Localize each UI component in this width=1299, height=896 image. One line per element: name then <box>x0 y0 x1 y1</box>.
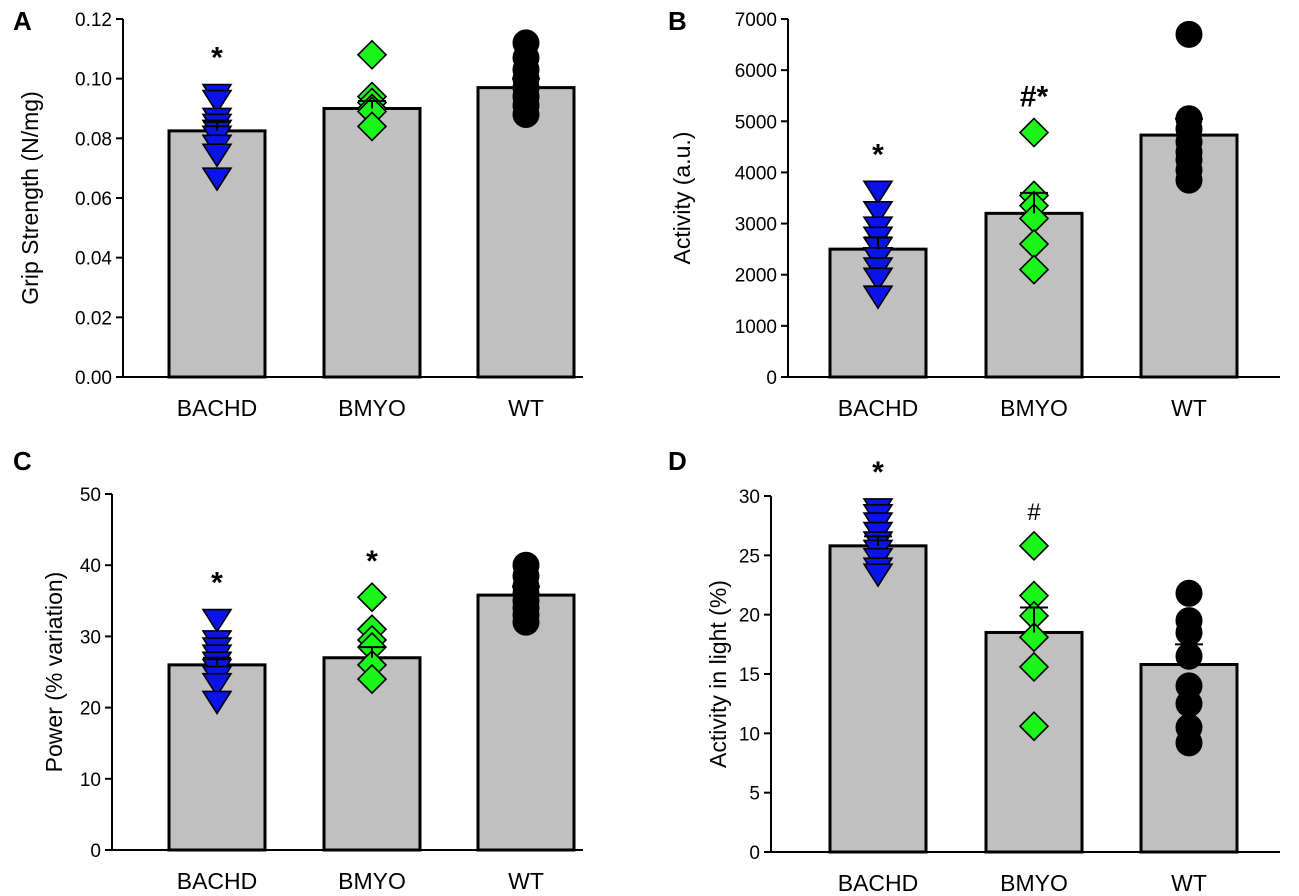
x-tick-label: BMYO <box>1000 395 1068 421</box>
data-point-bmyo <box>356 582 388 613</box>
data-point-wt <box>1175 618 1203 646</box>
data-point-bachd <box>862 180 894 205</box>
y-axis-title: Activity in light (%) <box>705 580 731 768</box>
y-tick-label: 5 <box>749 784 760 805</box>
x-tick-label: BMYO <box>338 868 406 894</box>
bar-bmyo <box>322 107 422 379</box>
y-axis-title: Activity (a.u.) <box>669 132 695 265</box>
data-point-bachd <box>201 167 233 192</box>
data-point-bachd <box>201 143 233 168</box>
y-tick-label: 40 <box>80 556 101 577</box>
significance-mark: * <box>366 545 378 578</box>
y-tick-label: 10 <box>739 724 760 745</box>
y-tick-label: 0.06 <box>75 189 112 210</box>
y-tick-label: 2000 <box>735 266 777 287</box>
significance-mark: # <box>1027 499 1041 526</box>
data-point-wt <box>1175 579 1203 607</box>
x-tick-label: BMYO <box>1000 870 1068 896</box>
significance-mark: * <box>211 42 223 75</box>
panel-d: D Activity in light (%) * #0 5 10 15 20 25 30 BACH… <box>668 446 1280 896</box>
data-point-bmyo <box>1018 622 1050 653</box>
y-tick-label: 0.00 <box>75 368 112 389</box>
data-point-wt <box>1175 729 1203 757</box>
y-tick-label: 10 <box>80 770 101 791</box>
data-point-wt <box>1175 690 1203 718</box>
y-axis-title: Power (% variation) <box>41 572 67 773</box>
bar-wt <box>476 86 576 379</box>
panel-a: A Grip Strength (N/mg) * 0.00 0.02 0.04 0.06 0.… <box>13 6 583 421</box>
data-point-bachd <box>862 267 894 292</box>
y-tick-label: 3000 <box>735 215 777 236</box>
y-tick-label: 20 <box>80 699 101 720</box>
panel-c: C Power (% variation) * * 0 10 20 30 40 50 BACHD BM… <box>13 446 583 894</box>
y-tick-label: 0.02 <box>75 308 112 329</box>
y-tick-label: 5000 <box>735 112 777 133</box>
x-tick-label: WT <box>1171 395 1207 421</box>
y-tick-label: 0.12 <box>75 10 112 31</box>
significance-mark: * <box>211 567 223 600</box>
data-point-bmyo <box>1018 117 1050 148</box>
x-tick-label: BACHD <box>838 870 919 896</box>
y-tick-label: 4000 <box>735 163 777 184</box>
y-tick-label: 0.10 <box>75 70 112 91</box>
y-tick-label: 1000 <box>735 317 777 338</box>
x-tick-label: WT <box>1171 870 1207 896</box>
x-tick-label: WT <box>508 395 544 421</box>
y-tick-label: 30 <box>80 627 101 648</box>
y-tick-label: 25 <box>739 546 760 567</box>
y-tick-label: 30 <box>739 487 760 508</box>
significance-mark: #* <box>1020 81 1049 114</box>
data-point-bmyo <box>356 111 388 142</box>
data-point-bachd <box>201 672 233 698</box>
y-tick-label: 0 <box>749 843 760 864</box>
y-tick-label: 6000 <box>735 61 777 82</box>
data-point-bachd <box>201 89 233 115</box>
x-tick-label: BACHD <box>838 395 919 421</box>
panel-letter: A <box>13 6 32 36</box>
data-point-bmyo <box>1018 254 1050 285</box>
data-point-bmyo <box>356 663 388 695</box>
y-axis-title: Grip Strength (N/mg) <box>17 91 43 304</box>
panel-letter: B <box>668 6 687 36</box>
y-tick-label: 20 <box>739 606 760 627</box>
y-tick-label: 0.04 <box>75 249 112 270</box>
y-tick-label: 15 <box>739 665 760 686</box>
data-point-bmyo <box>356 39 388 70</box>
y-tick-label: 7000 <box>735 10 777 31</box>
data-point-bmyo <box>1018 711 1050 742</box>
data-point-bachd <box>862 285 894 310</box>
data-point-wt <box>1175 20 1203 48</box>
data-point-bmyo <box>1018 530 1050 561</box>
data-point-wt <box>512 100 540 128</box>
panel-letter: D <box>668 446 687 476</box>
bar-bachd <box>828 544 928 854</box>
x-tick-label: WT <box>508 868 544 894</box>
data-point-bachd <box>862 563 894 588</box>
panel-letter: C <box>13 446 32 476</box>
y-tick-label: 50 <box>80 485 101 506</box>
significance-mark: * <box>872 456 884 489</box>
data-point-wt <box>1175 166 1203 194</box>
data-point-bachd <box>201 608 233 634</box>
data-point-bachd <box>862 200 894 226</box>
significance-mark: * <box>872 138 884 171</box>
data-point-wt <box>512 608 540 636</box>
y-tick-label: 0 <box>766 368 777 389</box>
x-tick-label: BMYO <box>338 395 406 421</box>
x-tick-label: BACHD <box>177 868 258 894</box>
data-point-bachd <box>201 690 233 715</box>
y-tick-label: 0.08 <box>75 129 112 150</box>
panel-b: B Activity (a.u.) * #* 0 1000 2000 3000 4000 5000… <box>668 6 1280 421</box>
data-point-bmyo <box>1018 651 1050 683</box>
y-tick-label: 0 <box>90 841 101 862</box>
x-tick-label: BACHD <box>177 395 258 421</box>
